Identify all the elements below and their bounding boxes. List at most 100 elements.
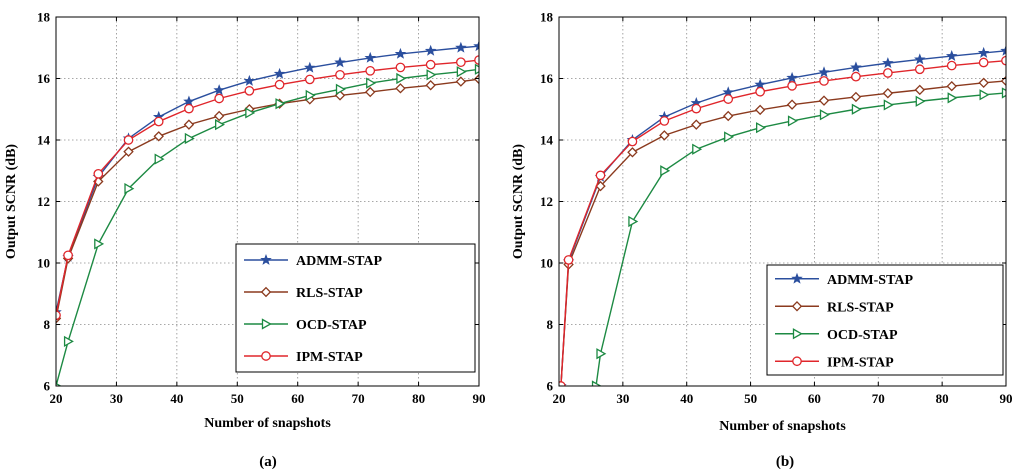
x-tick-label: 40 [680, 391, 693, 406]
data-point-rls-stap [882, 88, 894, 99]
data-point-ocd-stap [124, 182, 135, 195]
data-point-rls-stap [659, 130, 670, 141]
y-tick-label: 14 [540, 133, 554, 148]
data-point-ocd-stap [245, 107, 256, 119]
series-group [559, 44, 1006, 386]
x-tick-label: 70 [352, 391, 365, 406]
data-point-ocd-stap [756, 122, 766, 134]
series-line-ipm-stap [560, 59, 1006, 386]
legend-marker-ocd-stap [792, 328, 803, 340]
x-tick-label: 20 [50, 391, 63, 406]
legend-label-rls-stap: RLS-STAP [827, 300, 894, 315]
x-tick-label: 90 [1000, 391, 1013, 406]
chart-panel-a: 20 30 40 50 60 70 80 90 6 8 10 12 14 16 18 Number of sn… [4, 10, 486, 471]
data-point-admm-stap [473, 40, 479, 52]
legend-marker-ipm-stap [261, 351, 271, 361]
data-point-rls-stap [425, 80, 436, 91]
data-point-ipm-stap [787, 81, 797, 91]
data-point-ocd-stap [154, 153, 165, 165]
data-point-admm-stap [304, 61, 316, 73]
data-point-ocd-stap [63, 335, 74, 348]
x-tick-label: 80 [412, 391, 425, 406]
legend-label-ipm-stap: IPM-STAP [827, 355, 894, 370]
data-point-admm-stap [1000, 44, 1006, 56]
data-point-ipm-stap [691, 103, 702, 114]
data-point-ipm-stap [304, 74, 315, 85]
data-point-admm-stap [183, 95, 195, 107]
data-point-ipm-stap [723, 94, 734, 104]
legend: ADMM-STAP RLS-STAP OCD-STAP IPM-STAP [766, 264, 1004, 376]
data-point-ipm-stap [595, 170, 606, 181]
data-point-rls-stap [153, 131, 164, 142]
data-point-ocd-stap [275, 98, 286, 110]
data-point-ocd-stap [979, 89, 990, 101]
y-tick-label: 10 [540, 256, 553, 271]
data-point-rls-stap [850, 91, 862, 103]
data-point-ocd-stap [883, 99, 894, 111]
data-point-admm-stap [424, 44, 437, 56]
legend-label-ocd-stap: OCD-STAP [296, 318, 367, 333]
data-point-admm-stap [364, 51, 376, 63]
data-point-admm-stap [818, 66, 830, 78]
legend-label-ocd-stap: OCD-STAP [827, 328, 898, 343]
data-point-ocd-stap [692, 143, 703, 155]
data-point-ocd-stap [335, 83, 346, 95]
data-point-rls-stap [455, 76, 467, 87]
x-tick-label: 80 [936, 391, 949, 406]
series-line-ocd-stap [56, 68, 479, 386]
legend-label-admm-stap: ADMM-STAP [296, 254, 383, 269]
legend-marker-admm-stap [791, 272, 803, 284]
series-group [56, 40, 479, 386]
legend-label-ipm-stap: IPM-STAP [296, 350, 363, 365]
panel-caption: (a) [259, 454, 277, 470]
x-tick-label: 30 [110, 391, 123, 406]
data-point-ocd-stap [724, 131, 735, 143]
data-point-ipm-stap [755, 86, 766, 97]
y-tick-label: 6 [44, 379, 51, 394]
legend-box [766, 264, 1004, 376]
data-point-admm-stap [945, 49, 958, 61]
x-axis-label: Number of snapshots [719, 419, 846, 434]
data-point-ipm-stap [978, 57, 989, 68]
data-point-rls-stap [473, 73, 479, 85]
data-point-ocd-stap [1001, 87, 1006, 99]
data-point-ocd-stap [396, 72, 407, 85]
data-point-rls-stap [978, 77, 989, 89]
data-point-ipm-stap [365, 65, 376, 76]
data-point-admm-stap [273, 67, 286, 79]
data-point-ocd-stap [660, 165, 671, 177]
data-point-ocd-stap [215, 119, 225, 131]
data-point-ocd-stap [947, 92, 958, 104]
data-point-rls-stap [123, 146, 134, 157]
data-point-ipm-stap [63, 250, 73, 261]
data-point-admm-stap [850, 61, 862, 73]
data-point-ocd-stap [915, 95, 926, 107]
data-point-rls-stap [818, 95, 830, 106]
data-point-rls-stap [786, 99, 798, 110]
data-point-ipm-stap [244, 85, 255, 96]
data-point-admm-stap [334, 56, 346, 68]
y-tick-label: 8 [44, 317, 51, 332]
data-point-ocd-stap [819, 109, 830, 121]
x-tick-label: 50 [744, 391, 757, 406]
chart-panel-b: 20 30 40 50 60 70 80 90 6 8 10 12 14 16 18 Number of sn… [511, 10, 1013, 471]
series-line-rls-stap [560, 80, 1006, 386]
y-tick-label: 18 [540, 10, 554, 25]
data-point-ipm-stap [184, 103, 194, 114]
legend: ADMM-STAP RLS-STAP OCD-STAP IPM-STAP [235, 243, 476, 373]
legend-marker-ocd-stap [261, 318, 272, 330]
data-point-ipm-stap [851, 71, 861, 82]
data-point-ipm-stap [425, 59, 436, 70]
data-point-ipm-stap [56, 310, 61, 321]
data-point-ipm-stap [946, 60, 957, 71]
data-point-ipm-stap [563, 255, 574, 265]
data-point-ocd-stap [474, 63, 479, 75]
y-tick-label: 6 [547, 379, 554, 394]
data-point-ipm-stap [659, 116, 670, 126]
data-point-ocd-stap [426, 69, 437, 81]
y-axis-label: Output SCNR (dB) [511, 144, 526, 259]
data-point-ocd-stap [628, 215, 639, 228]
data-point-ipm-stap [335, 69, 345, 80]
legend-box [235, 243, 476, 373]
data-point-ipm-stap [914, 64, 925, 75]
